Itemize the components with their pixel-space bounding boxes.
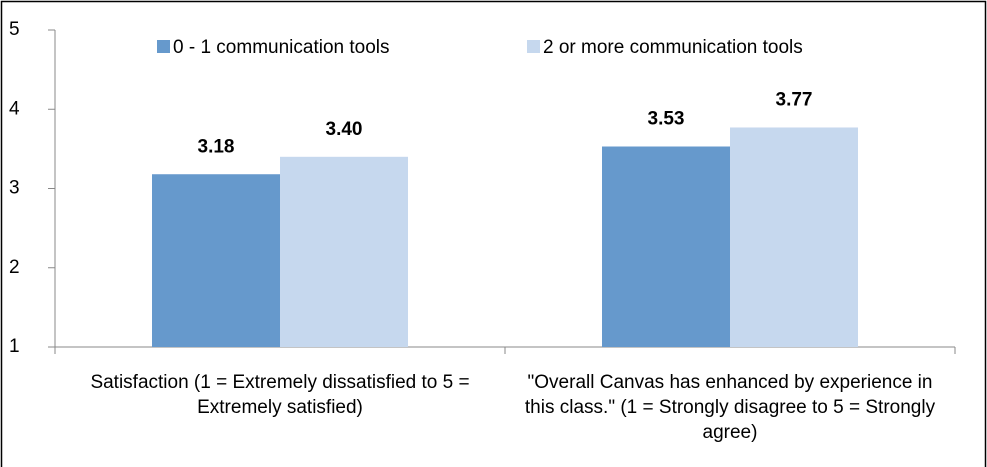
data-label: 3.18 xyxy=(198,136,235,157)
legend-swatch xyxy=(527,40,540,53)
legend-label: 2 or more communication tools xyxy=(543,37,803,58)
y-tick-label: 5 xyxy=(9,19,20,40)
y-tick-label: 3 xyxy=(9,178,20,199)
y-tick-label: 4 xyxy=(9,98,20,119)
y-tick-label: 2 xyxy=(9,257,20,278)
bar xyxy=(152,174,280,347)
x-tick-label: Satisfaction (1 = Extremely dissatisfied… xyxy=(90,372,470,418)
y-tick-label: 1 xyxy=(9,336,20,357)
bar xyxy=(280,156,408,347)
data-label: 3.40 xyxy=(326,119,363,140)
x-tick-label: "Overall Canvas has enhanced by experien… xyxy=(524,372,936,443)
bar xyxy=(602,146,730,347)
data-label: 3.53 xyxy=(648,109,685,130)
bar xyxy=(730,127,858,347)
data-label: 3.77 xyxy=(776,89,813,110)
legend-swatch xyxy=(157,40,170,53)
legend-label: 0 - 1 communication tools xyxy=(173,37,390,58)
